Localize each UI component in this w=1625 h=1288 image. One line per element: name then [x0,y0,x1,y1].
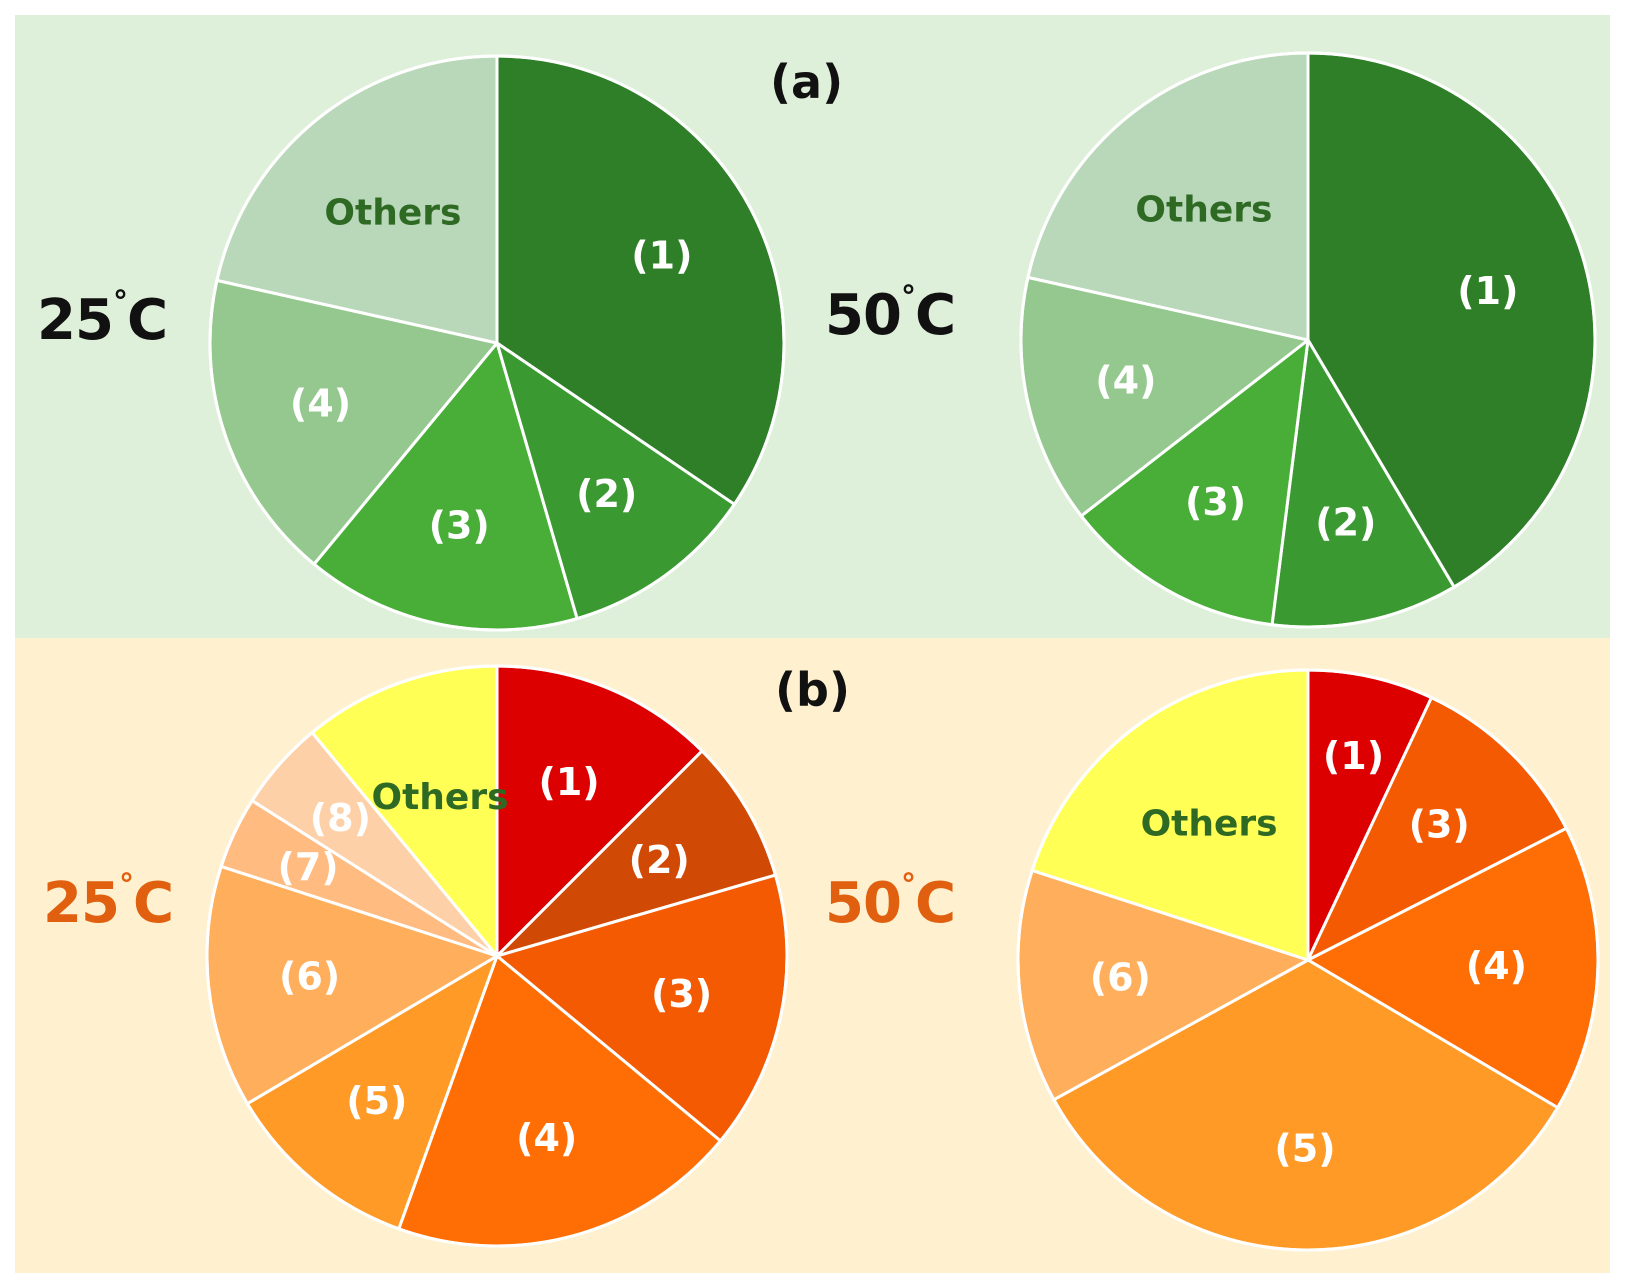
panel-a-label: (a) [770,55,844,109]
slice-label-6: (6) [1090,956,1151,1000]
temp-a-25-value: 25 [37,288,114,353]
temp-label-a-50: 50°C [825,280,956,349]
slice-label-8: (8) [310,796,371,840]
slice-label-2: (2) [629,838,690,882]
slice-label-1: (1) [539,760,600,804]
slice-label-others: Others [371,777,508,818]
pie-b-25C: (1) (2) (3) (4) (5) (6) (7) (8) Others [205,664,789,1248]
temp-b-50-degree: ° [900,868,916,903]
temp-a-50-degree: ° [900,280,916,315]
temp-label-b-25: 25°C [43,868,174,937]
slice-label-1: (1) [631,234,692,278]
slice-label-6: (6) [279,955,340,999]
temp-b-50-value: 50 [825,871,902,936]
slice-label-2: (2) [1315,501,1376,545]
slice-label-3: (3) [429,504,490,548]
pie-a-50C: (1) (2) (3) (4) Others [1019,51,1597,629]
slice-label-1: (1) [1457,269,1518,313]
slice-label-1: (1) [1323,734,1384,778]
temp-a-25-unit: C [126,288,168,353]
slice-label-5: (5) [346,1079,407,1123]
slice-label-7: (7) [278,845,339,889]
temp-label-b-50: 50°C [825,868,956,937]
temp-a-25-degree: ° [112,285,128,320]
panel-b-label: (b) [775,663,850,717]
pie-outline [1016,668,1600,1252]
temp-b-25-unit: C [132,871,174,936]
slice-label-4: (4) [1095,359,1156,403]
slice-label-4: (4) [516,1116,577,1160]
temp-a-50-unit: C [914,283,956,348]
pie-a-25C: (1) (2) (3) (4) Others [208,54,786,632]
slice-label-3: (3) [1185,480,1246,524]
temp-a-50-value: 50 [825,283,902,348]
temp-b-25-value: 25 [43,871,120,936]
pie-b-50C: (1) (3) (4) (5) (6) Others [1016,668,1600,1252]
slice-label-others: Others [1135,190,1272,231]
slice-label-3: (3) [651,972,712,1016]
slice-label-others: Others [324,193,461,234]
slice-label-5: (5) [1274,1127,1335,1171]
slice-label-3: (3) [1409,803,1470,847]
pie-outline [1019,51,1597,629]
pie-outline [205,664,789,1248]
temp-b-50-unit: C [914,871,956,936]
temp-b-25-degree: ° [118,868,134,903]
slice-label-others: Others [1141,803,1278,844]
slice-label-4: (4) [1466,944,1527,988]
pie-outline [208,54,786,632]
slice-label-4: (4) [290,381,351,425]
slice-label-2: (2) [576,472,637,516]
temp-label-a-25: 25°C [37,285,168,354]
